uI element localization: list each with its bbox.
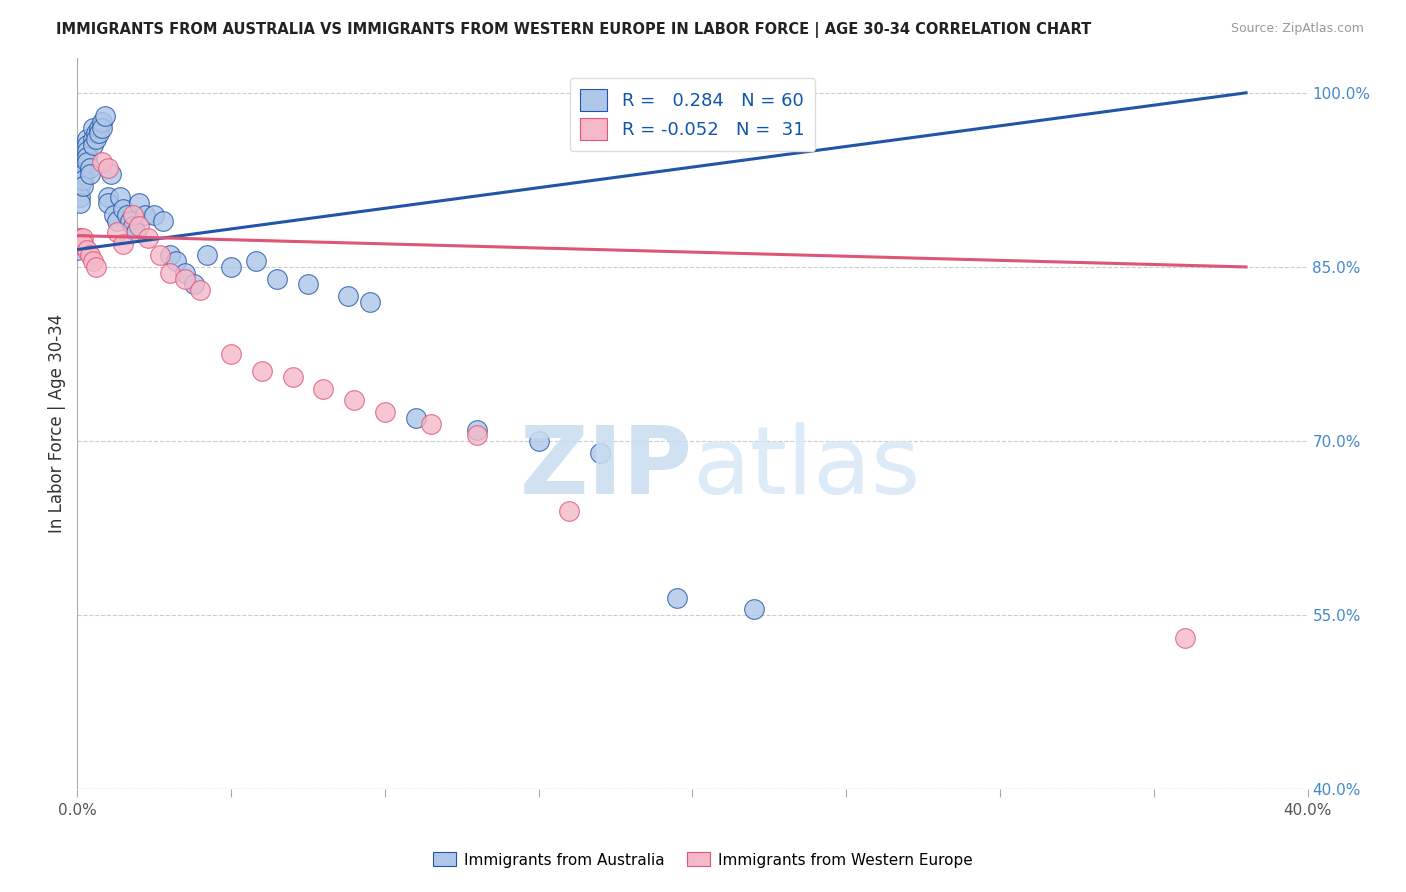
Point <box>112 202 135 216</box>
Point <box>152 213 174 227</box>
Point <box>589 446 612 460</box>
Point <box>118 213 141 227</box>
Point <box>87 120 110 135</box>
Point <box>219 260 242 274</box>
Point <box>90 120 114 135</box>
Point <box>134 208 156 222</box>
Point <box>94 109 117 123</box>
Point <box>174 266 197 280</box>
Point <box>76 138 98 153</box>
Point <box>183 277 205 292</box>
Point <box>465 423 488 437</box>
Point <box>84 260 107 274</box>
Point <box>465 428 488 442</box>
Point <box>188 283 212 297</box>
Text: Source: ZipAtlas.com: Source: ZipAtlas.com <box>1230 22 1364 36</box>
Point <box>128 219 150 234</box>
Legend: Immigrants from Australia, Immigrants from Western Europe: Immigrants from Australia, Immigrants fr… <box>427 847 979 873</box>
Point <box>105 225 128 239</box>
Point <box>128 196 150 211</box>
Point <box>76 144 98 158</box>
Text: ZIP: ZIP <box>520 422 693 514</box>
Point <box>72 236 94 251</box>
Point <box>76 155 98 169</box>
Point <box>69 236 91 251</box>
Point <box>266 271 288 285</box>
Point <box>90 155 114 169</box>
Point <box>103 208 125 222</box>
Point <box>79 248 101 262</box>
Point <box>374 405 396 419</box>
Point <box>87 127 110 141</box>
Point <box>69 178 91 193</box>
Point <box>359 294 381 309</box>
Point <box>558 504 581 518</box>
Point <box>742 602 765 616</box>
Point <box>90 115 114 129</box>
Point <box>82 138 104 153</box>
Point <box>79 161 101 176</box>
Point <box>84 127 107 141</box>
Point <box>66 231 89 245</box>
Point <box>1174 632 1197 646</box>
Point <box>72 178 94 193</box>
Point <box>66 236 89 251</box>
Point <box>174 271 197 285</box>
Point <box>115 208 138 222</box>
Point <box>72 231 94 245</box>
Point <box>405 410 427 425</box>
Point <box>105 213 128 227</box>
Point <box>72 167 94 181</box>
Point <box>250 364 273 378</box>
Point <box>343 393 366 408</box>
Point <box>76 132 98 146</box>
Point <box>66 243 89 257</box>
Point <box>121 219 143 234</box>
Point <box>666 591 689 605</box>
Point <box>245 254 267 268</box>
Point <box>97 190 120 204</box>
Text: atlas: atlas <box>693 422 921 514</box>
Point <box>195 248 218 262</box>
Point <box>136 231 159 245</box>
Point <box>69 190 91 204</box>
Point <box>297 277 319 292</box>
Point <box>84 132 107 146</box>
Point <box>97 161 120 176</box>
Y-axis label: In Labor Force | Age 30-34: In Labor Force | Age 30-34 <box>48 314 66 533</box>
Point <box>97 196 120 211</box>
Point <box>76 243 98 257</box>
Point <box>69 167 91 181</box>
Point <box>219 347 242 361</box>
Point <box>82 132 104 146</box>
Point <box>110 190 132 204</box>
Point <box>165 254 187 268</box>
Point <box>527 434 550 449</box>
Point <box>337 289 360 303</box>
Point <box>125 225 148 239</box>
Point <box>69 196 91 211</box>
Point <box>420 417 443 431</box>
Point <box>82 254 104 268</box>
Point <box>143 208 166 222</box>
Point <box>100 167 122 181</box>
Point <box>76 150 98 164</box>
Point <box>79 167 101 181</box>
Point <box>72 144 94 158</box>
Point <box>66 236 89 251</box>
Text: IMMIGRANTS FROM AUSTRALIA VS IMMIGRANTS FROM WESTERN EUROPE IN LABOR FORCE | AGE: IMMIGRANTS FROM AUSTRALIA VS IMMIGRANTS … <box>56 22 1091 38</box>
Point <box>121 208 143 222</box>
Point <box>72 155 94 169</box>
Point <box>312 382 335 396</box>
Point <box>82 120 104 135</box>
Point <box>159 248 181 262</box>
Point <box>281 370 304 384</box>
Point <box>72 173 94 187</box>
Point <box>149 248 172 262</box>
Point <box>112 236 135 251</box>
Legend: R =   0.284   N = 60, R = -0.052   N =  31: R = 0.284 N = 60, R = -0.052 N = 31 <box>569 78 815 151</box>
Point <box>69 231 91 245</box>
Point <box>159 266 181 280</box>
